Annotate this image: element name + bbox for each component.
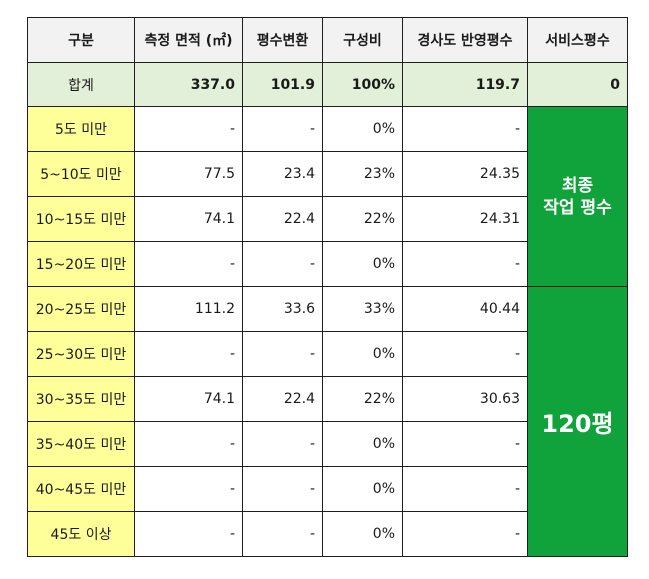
final-work-label-line1: 최종 bbox=[561, 175, 594, 196]
row-pyeong: - bbox=[242, 106, 323, 152]
row-ratio: 0% bbox=[322, 466, 403, 512]
final-work-label-cell: 최종 작업 평수 bbox=[527, 106, 628, 287]
row-label: 5도 미만 bbox=[27, 106, 135, 152]
table-row: 35~40도 미만 - - 0% - bbox=[27, 421, 628, 467]
row-ratio: 0% bbox=[322, 421, 403, 467]
row-pyeong: - bbox=[242, 331, 323, 377]
row-label: 35~40도 미만 bbox=[27, 421, 135, 467]
row-label: 40~45도 미만 bbox=[27, 466, 135, 512]
row-slope-pyeong: 40.44 bbox=[402, 286, 528, 332]
header-area: 측정 면적 (㎡) bbox=[134, 17, 243, 63]
row-ratio: 0% bbox=[322, 331, 403, 377]
pyeong-summary-table: 구분 측정 면적 (㎡) 평수변환 구성비 경사도 반영평수 서비스평수 합계 … bbox=[27, 17, 628, 557]
row-area: - bbox=[134, 421, 243, 467]
row-pyeong: - bbox=[242, 421, 323, 467]
row-area: - bbox=[134, 466, 243, 512]
total-area: 337.0 bbox=[134, 62, 243, 107]
header-service: 서비스평수 bbox=[527, 17, 628, 63]
row-ratio: 23% bbox=[322, 151, 403, 197]
row-slope-pyeong: 30.63 bbox=[402, 376, 528, 422]
header-slope-pyeong: 경사도 반영평수 bbox=[402, 17, 528, 63]
total-slope-pyeong: 119.7 bbox=[402, 62, 528, 107]
row-area: 74.1 bbox=[134, 376, 243, 422]
table-row: 25~30도 미만 - - 0% - bbox=[27, 331, 628, 377]
table-row: 5~10도 미만 77.5 23.4 23% 24.35 bbox=[27, 151, 628, 197]
row-pyeong: 23.4 bbox=[242, 151, 323, 197]
header-category: 구분 bbox=[27, 17, 135, 63]
row-area: - bbox=[134, 331, 243, 377]
table-row: 10~15도 미만 74.1 22.4 22% 24.31 bbox=[27, 196, 628, 242]
row-slope-pyeong: 24.31 bbox=[402, 196, 528, 242]
table-row: 30~35도 미만 74.1 22.4 22% 30.63 bbox=[27, 376, 628, 422]
row-pyeong: - bbox=[242, 466, 323, 512]
row-slope-pyeong: - bbox=[402, 331, 528, 377]
total-service: 0 bbox=[527, 62, 628, 107]
total-pyeong: 101.9 bbox=[242, 62, 323, 107]
row-area: - bbox=[134, 511, 243, 557]
row-label: 25~30도 미만 bbox=[27, 331, 135, 377]
row-pyeong: 33.6 bbox=[242, 286, 323, 332]
total-row: 합계 337.0 101.9 100% 119.7 0 bbox=[27, 62, 628, 107]
final-work-label-line2: 작업 평수 bbox=[543, 197, 612, 218]
row-slope-pyeong: - bbox=[402, 511, 528, 557]
row-label: 30~35도 미만 bbox=[27, 376, 135, 422]
row-label: 15~20도 미만 bbox=[27, 241, 135, 287]
header-pyeong: 평수변환 bbox=[242, 17, 323, 63]
row-slope-pyeong: - bbox=[402, 106, 528, 152]
row-ratio: 0% bbox=[322, 241, 403, 287]
row-ratio: 22% bbox=[322, 376, 403, 422]
row-ratio: 33% bbox=[322, 286, 403, 332]
table-row: 20~25도 미만 111.2 33.6 33% 40.44 120평 bbox=[27, 286, 628, 557]
row-slope-pyeong: 24.35 bbox=[402, 151, 528, 197]
row-label: 20~25도 미만 bbox=[27, 286, 135, 332]
header-row: 구분 측정 면적 (㎡) 평수변환 구성비 경사도 반영평수 서비스평수 bbox=[27, 17, 628, 63]
row-area: 77.5 bbox=[134, 151, 243, 197]
row-label: 45도 이상 bbox=[27, 511, 135, 557]
row-slope-pyeong: - bbox=[402, 466, 528, 512]
row-area: 111.2 bbox=[134, 286, 243, 332]
row-label: 5~10도 미만 bbox=[27, 151, 135, 197]
row-area: 74.1 bbox=[134, 196, 243, 242]
table-row: 40~45도 미만 - - 0% - bbox=[27, 466, 628, 512]
row-slope-pyeong: - bbox=[402, 421, 528, 467]
final-value-cell: 120평 bbox=[527, 286, 628, 557]
total-label: 합계 bbox=[27, 62, 135, 107]
row-pyeong: - bbox=[242, 241, 323, 287]
row-area: - bbox=[134, 106, 243, 152]
row-pyeong: 22.4 bbox=[242, 196, 323, 242]
row-slope-pyeong: - bbox=[402, 241, 528, 287]
table-row: 45도 이상 - - 0% - bbox=[27, 511, 628, 557]
row-label: 10~15도 미만 bbox=[27, 196, 135, 242]
row-ratio: 0% bbox=[322, 106, 403, 152]
header-ratio: 구성비 bbox=[322, 17, 403, 63]
row-area: - bbox=[134, 241, 243, 287]
table-row: 5도 미만 - - 0% - 최종 작업 평수 bbox=[27, 106, 628, 287]
table-row: 15~20도 미만 - - 0% - bbox=[27, 241, 628, 287]
total-ratio: 100% bbox=[322, 62, 403, 107]
row-pyeong: - bbox=[242, 511, 323, 557]
row-ratio: 0% bbox=[322, 511, 403, 557]
final-value: 120평 bbox=[541, 410, 614, 438]
row-ratio: 22% bbox=[322, 196, 403, 242]
row-pyeong: 22.4 bbox=[242, 376, 323, 422]
